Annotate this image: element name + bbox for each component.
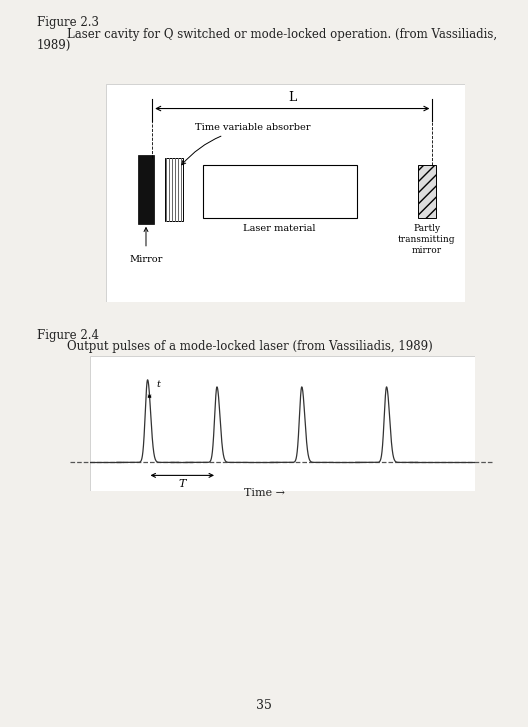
Text: Partly
transmitting
mirror: Partly transmitting mirror: [398, 224, 456, 255]
Bar: [418, 164, 436, 217]
Text: Laser material: Laser material: [243, 224, 316, 233]
Text: T: T: [178, 479, 186, 489]
Text: 35: 35: [256, 699, 272, 712]
Text: t: t: [156, 380, 160, 389]
Text: Mirror: Mirror: [129, 255, 163, 264]
Text: 1989): 1989): [37, 39, 71, 52]
Text: Output pulses of a mode-locked laser (from Vassiliadis, 1989): Output pulses of a mode-locked laser (fr…: [37, 340, 433, 353]
Text: Figure 2.4: Figure 2.4: [37, 329, 99, 342]
Bar: [165, 158, 183, 221]
Text: Laser cavity for Q switched or mode-locked operation. (from Vassiliadis,: Laser cavity for Q switched or mode-lock…: [37, 28, 497, 41]
Text: Figure 2.3: Figure 2.3: [37, 16, 99, 29]
Text: L: L: [288, 91, 296, 104]
Text: Time →: Time →: [243, 488, 285, 498]
Text: Time variable absorber: Time variable absorber: [182, 124, 311, 165]
Bar: [203, 164, 357, 217]
Bar: [138, 156, 154, 224]
